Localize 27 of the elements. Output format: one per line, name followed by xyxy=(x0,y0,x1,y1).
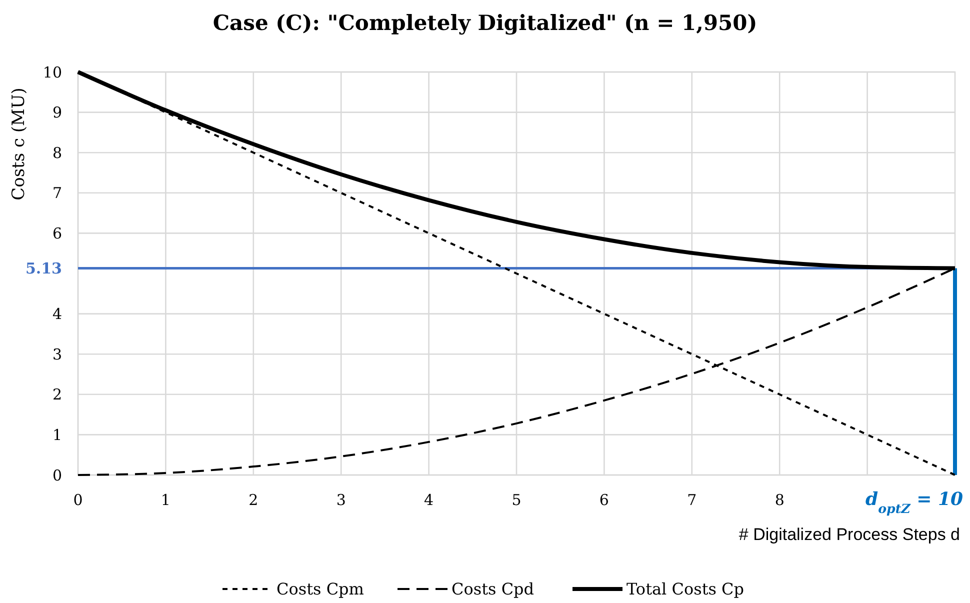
y-tick-label: 7 xyxy=(52,184,62,202)
legend-label: Costs Cpd xyxy=(452,580,534,599)
x-tick-label: 8 xyxy=(774,491,784,509)
y-tick-label: 9 xyxy=(52,104,62,122)
x-tick-label: 7 xyxy=(687,491,697,509)
y-tick-label: 6 xyxy=(52,224,62,242)
y-tick-label: 4 xyxy=(52,305,62,324)
y-axis-title: Costs c (MU) xyxy=(9,88,29,200)
x-tick-label: 6 xyxy=(599,491,609,509)
y-tick-label: 10 xyxy=(42,63,62,82)
y-tick-label: 2 xyxy=(52,386,62,404)
y-tick-label: 1 xyxy=(52,426,62,444)
y-tick-label: 8 xyxy=(52,144,62,162)
x-tick-label: 3 xyxy=(336,491,346,509)
ref-line-label: d$_{optZ}$ = 10 xyxy=(866,489,964,516)
legend-label: Costs Cpm xyxy=(276,580,364,599)
chart-title: Case (C): "Completely Digitalized" (n = 1,950) xyxy=(212,10,758,35)
x-tick-label: 1 xyxy=(160,491,170,509)
y-tick-label: 3 xyxy=(52,345,62,364)
ref-line-label: 5.13 xyxy=(25,260,62,278)
y-tick-label: 0 xyxy=(52,466,62,484)
x-tick-label: 4 xyxy=(424,491,434,509)
x-axis-title: # Digitalized Process Steps d xyxy=(738,525,960,544)
x-tick-label: 0 xyxy=(73,491,83,509)
legend-label: Total Costs Cp xyxy=(626,580,744,599)
x-tick-label: 2 xyxy=(248,491,258,509)
x-tick-label: 5 xyxy=(512,491,522,509)
